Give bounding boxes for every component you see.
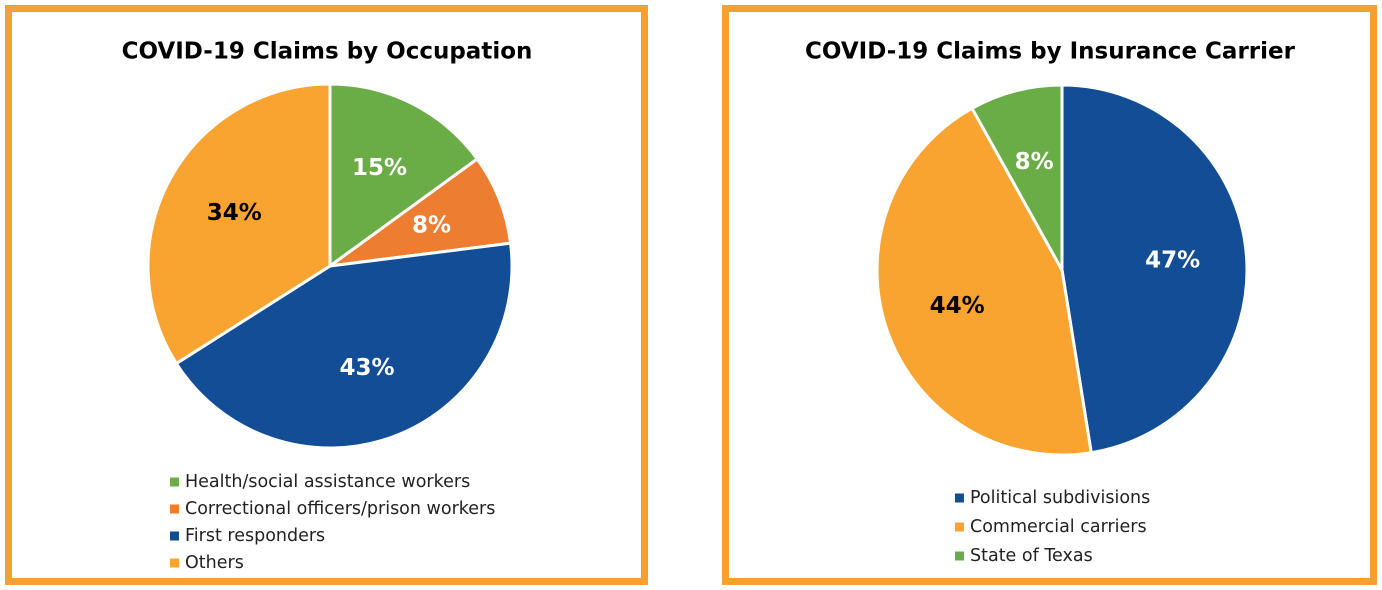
legend-label: State of Texas (970, 546, 1093, 566)
data-label: 34% (207, 200, 262, 226)
pie-slice (146, 82, 332, 366)
pie-slice (329, 156, 513, 268)
data-label: 44% (930, 293, 985, 319)
pie-slice (970, 83, 1064, 276)
data-label: 8% (1015, 149, 1054, 175)
legend-label: Commercial carriers (970, 517, 1147, 537)
data-label: 43% (339, 355, 394, 381)
legend-label: Correctional officers/prison workers (185, 499, 495, 519)
legend-swatch (170, 504, 179, 514)
pie-slice (328, 82, 480, 269)
pie-slice (875, 106, 1093, 457)
legend-swatch (170, 558, 179, 568)
pie-slice (174, 241, 514, 450)
data-label: 8% (412, 212, 451, 238)
legend-swatch (955, 551, 964, 561)
legend-label: Political subdivisions (970, 488, 1150, 508)
chart-title: COVID-19 Claims by Occupation (122, 39, 533, 65)
legend-label: Others (185, 553, 244, 573)
legend-swatch (170, 531, 179, 541)
data-label: 47% (1145, 248, 1200, 274)
legend-swatch (955, 522, 964, 532)
data-label: 15% (352, 155, 407, 181)
chart-title: COVID-19 Claims by Insurance Carrier (805, 39, 1296, 65)
legend-swatch (955, 493, 964, 503)
pie-slice (1060, 83, 1249, 455)
legend-swatch (170, 477, 179, 487)
legend-label: First responders (185, 526, 325, 546)
legend-label: Health/social assistance workers (185, 472, 470, 492)
